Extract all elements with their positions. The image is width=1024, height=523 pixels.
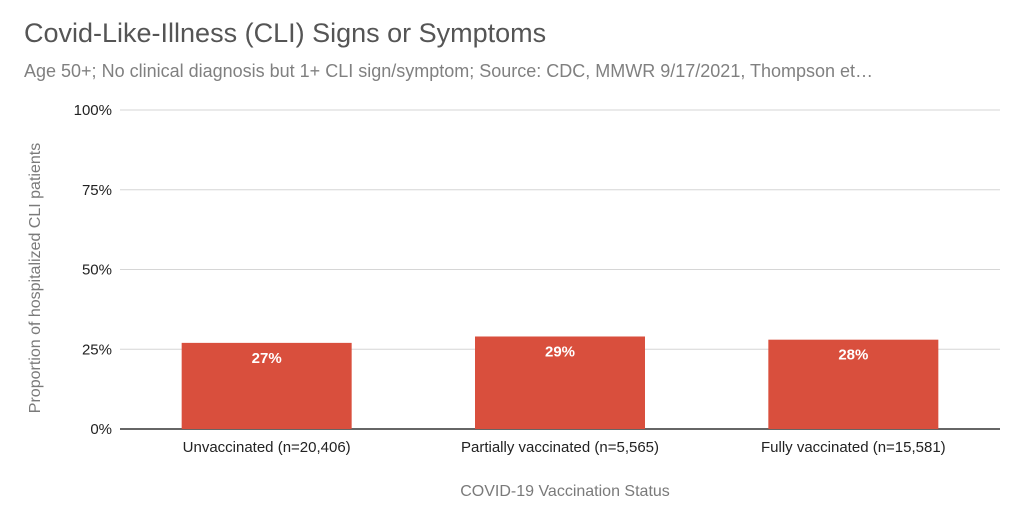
chart-subtitle: Age 50+; No clinical diagnosis but 1+ CL… bbox=[24, 61, 874, 81]
x-axis-title: COVID-19 Vaccination Status bbox=[460, 483, 670, 500]
bar-data-label: 29% bbox=[545, 343, 575, 360]
bar-data-label: 28% bbox=[838, 347, 868, 364]
chart-title: Covid-Like-Illness (CLI) Signs or Sympto… bbox=[24, 18, 547, 48]
bar bbox=[181, 342, 352, 429]
y-tick-label: 100% bbox=[74, 102, 112, 119]
x-tick-label: Partially vaccinated (n=5,565) bbox=[461, 439, 659, 456]
bar bbox=[475, 336, 645, 429]
y-tick-label: 25% bbox=[82, 341, 112, 358]
bars: 27% 29% 28% bbox=[181, 336, 939, 429]
y-tick-label: 75% bbox=[82, 182, 112, 199]
y-tick-label: 0% bbox=[90, 421, 112, 438]
y-tick-label: 50% bbox=[82, 262, 112, 279]
y-axis-title: Proportion of hospitalized CLI patients bbox=[27, 143, 44, 413]
bar bbox=[768, 339, 939, 429]
x-tick-labels: Unvaccinated (n=20,406) Partially vaccina… bbox=[183, 439, 946, 456]
bar-data-label: 27% bbox=[252, 350, 282, 367]
x-tick-label: Fully vaccinated (n=15,581) bbox=[761, 439, 946, 456]
x-tick-label: Unvaccinated (n=20,406) bbox=[183, 439, 351, 456]
y-tick-labels: 0% 25% 50% 75% 100% bbox=[74, 102, 112, 438]
